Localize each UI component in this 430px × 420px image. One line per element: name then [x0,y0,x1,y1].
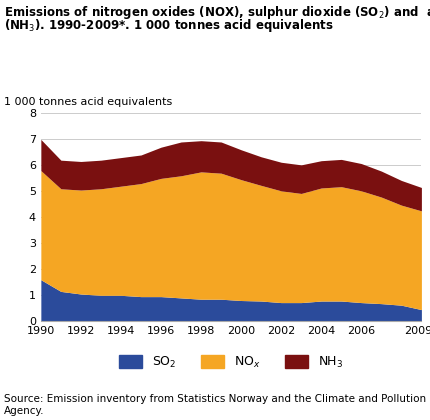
Legend: SO$_2$, NO$_x$, NH$_3$: SO$_2$, NO$_x$, NH$_3$ [119,354,343,370]
Text: Emissions of nitrogen oxides (NOX), sulphur dioxide (SO$_2$) and  ammonia: Emissions of nitrogen oxides (NOX), sulp… [4,4,430,21]
Text: Source: Emission inventory from Statistics Norway and the Climate and Pollution
: Source: Emission inventory from Statisti… [4,394,427,416]
Text: (NH$_3$). 1990-2009*. 1 000 tonnes acid equivalents: (NH$_3$). 1990-2009*. 1 000 tonnes acid … [4,17,334,34]
Text: 1 000 tonnes acid equivalents: 1 000 tonnes acid equivalents [4,97,172,107]
